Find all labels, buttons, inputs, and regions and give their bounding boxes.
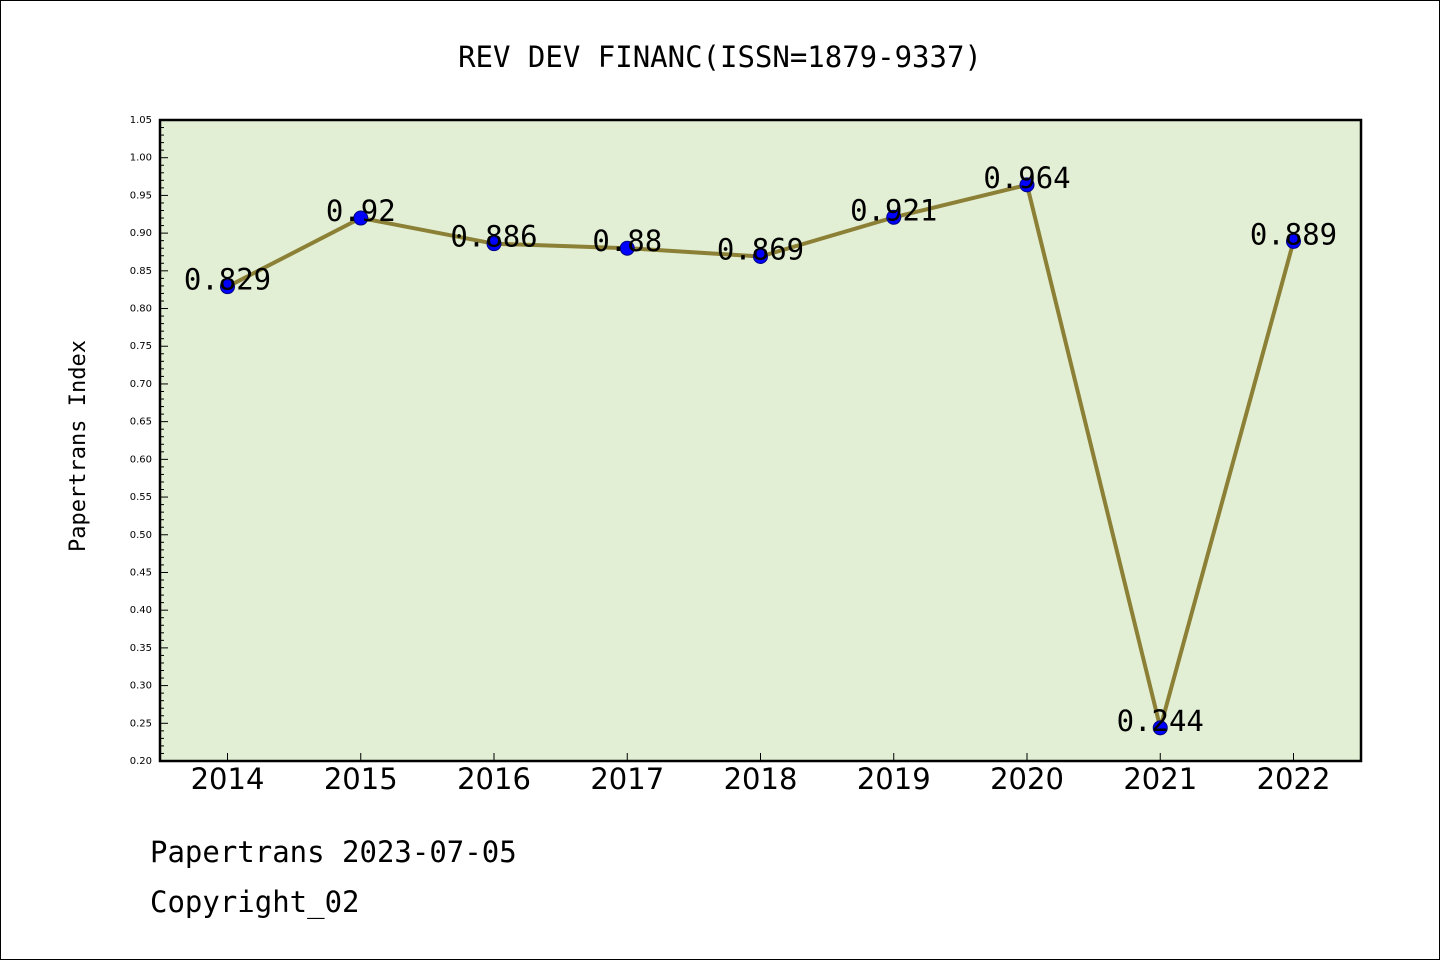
y-tick-label: 0.20: [130, 756, 152, 767]
data-labels: 0.829 0.92 0.886 0.88 0.869 0.921 0.964 0.244 0.…: [184, 161, 1337, 738]
x-tick-label: 2018: [724, 762, 798, 796]
y-tick-label: 0.35: [130, 643, 152, 654]
x-tick-label: 2017: [590, 762, 664, 796]
y-tick-label: 0.60: [130, 454, 152, 465]
chart-title: REV DEV FINANC(ISSN=1879-9337): [458, 40, 982, 74]
data-label: 0.869: [717, 232, 804, 266]
footer-date-line: Papertrans 2023-07-05: [150, 835, 517, 869]
y-tick-label: 0.45: [130, 567, 152, 578]
data-point: [1286, 233, 1301, 249]
data-label: 0.244: [1117, 704, 1204, 738]
data-point: [1152, 720, 1168, 736]
y-tick-label: 0.70: [130, 379, 152, 390]
data-point: [486, 236, 502, 252]
data-point: [886, 209, 902, 225]
data-point: [1019, 177, 1035, 193]
y-tick-label: 0.75: [130, 341, 152, 352]
data-label: 0.964: [983, 161, 1070, 195]
data-point: [220, 279, 235, 295]
data-label: 0.88: [592, 224, 662, 258]
footer-copyright: Copyright_02: [150, 885, 360, 919]
x-tick-label: 2020: [990, 762, 1064, 796]
data-label: 0.92: [326, 194, 396, 228]
y-tick-label: 0.30: [130, 681, 152, 692]
x-axis: 2014 2015 2016 2017 2018 2019 2020 2021 2022: [191, 753, 1331, 796]
y-tick-label: 0.90: [130, 228, 152, 239]
y-tick-label: 0.50: [130, 530, 152, 541]
y-tick-label: 0.65: [130, 417, 152, 428]
data-label: 0.829: [184, 263, 271, 297]
y-tick-label: 1.00: [130, 153, 152, 164]
y-tick-label: 0.55: [130, 492, 152, 503]
plot-area: [160, 120, 1361, 761]
x-tick-label: 2014: [191, 762, 265, 796]
x-tick-label: 2019: [857, 762, 931, 796]
y-axis: 0.20 0.25 0.30 0.35 0.40 0.45 0.50 0.55 0.60 0.65…: [130, 115, 168, 767]
y-tick-label: 0.95: [130, 190, 152, 201]
y-axis-label: Papertrans Index: [66, 340, 91, 552]
x-tick-label: 2015: [324, 762, 398, 796]
x-tick-label: 2016: [457, 762, 531, 796]
data-point: [753, 248, 768, 264]
y-tick-label: 0.25: [130, 718, 152, 729]
plot-border: [158, 118, 1363, 763]
data-point: [353, 210, 369, 226]
data-label: 0.889: [1250, 217, 1337, 251]
y-tick-label: 0.85: [130, 266, 152, 277]
data-point: [619, 240, 635, 256]
x-tick-label: 2021: [1123, 762, 1197, 796]
y-tick-label: 0.40: [130, 605, 152, 616]
data-label: 0.921: [850, 193, 937, 227]
y-tick-label: 1.05: [130, 115, 152, 126]
y-tick-label: 0.80: [130, 304, 152, 315]
data-label: 0.886: [450, 220, 537, 254]
x-tick-label: 2022: [1257, 762, 1331, 796]
data-points: [220, 177, 1301, 736]
